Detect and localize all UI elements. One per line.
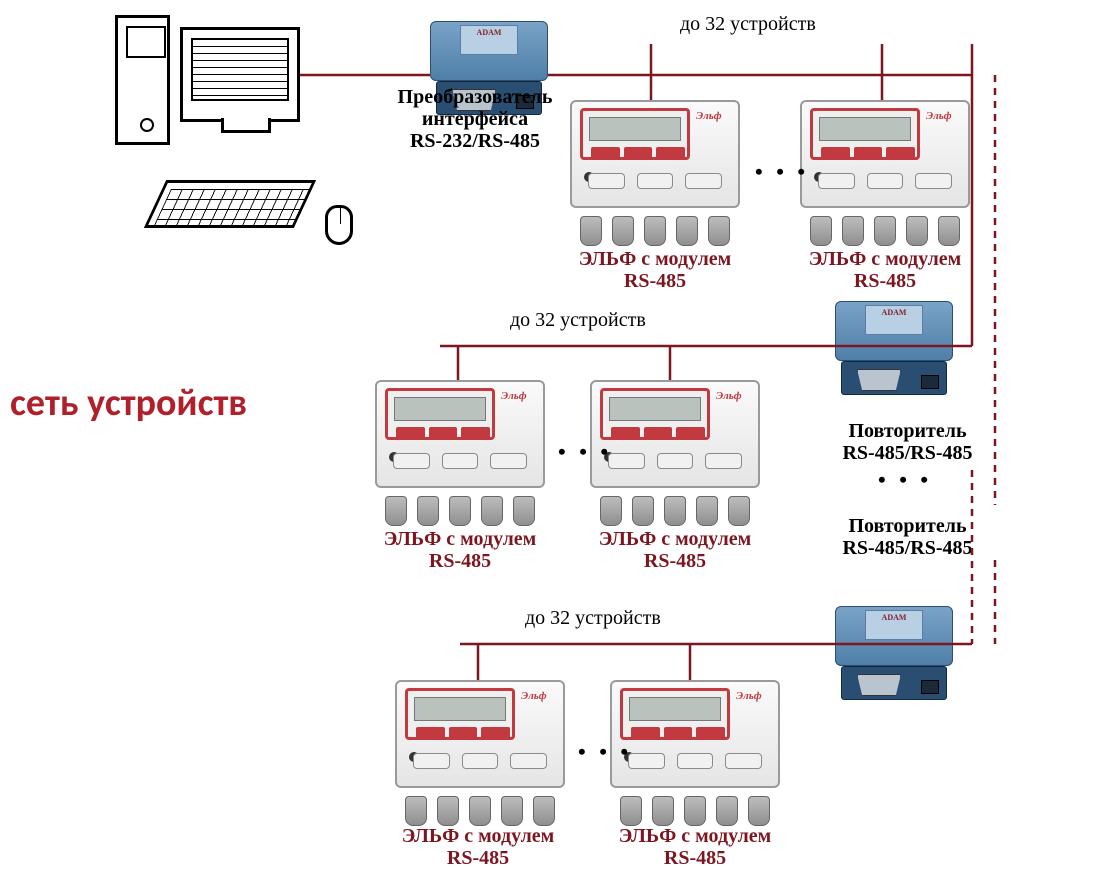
repeater-label: Повторитель RS-485/RS-485 <box>820 420 995 464</box>
ellipsis-icon: • • • <box>755 159 809 185</box>
elf-brand: Эльф <box>926 110 960 124</box>
module-brand: ADAM <box>460 25 518 55</box>
elf-brand: Эльф <box>521 690 555 704</box>
elf-brand: Эльф <box>696 110 730 124</box>
segment-count-label: до 32 устройств <box>510 309 646 332</box>
ellipsis-icon: • • • <box>878 467 932 493</box>
elf-label: ЭЛЬФ с модулем RS-485 <box>795 248 975 292</box>
pc-mouse-icon <box>325 205 353 245</box>
elf-meter: Эльф <box>375 380 545 530</box>
elf-brand: Эльф <box>501 390 535 404</box>
elf-label: ЭЛЬФ с модулем RS-485 <box>370 528 550 572</box>
elf-meter: Эльф <box>570 100 740 250</box>
module-brand: ADAM <box>865 610 923 640</box>
repeater-module: ADAM <box>835 600 953 700</box>
elf-brand: Эльф <box>736 690 770 704</box>
module-brand: ADAM <box>865 305 923 335</box>
pc-tower-icon <box>115 15 170 145</box>
elf-brand: Эльф <box>716 390 750 404</box>
elf-label: ЭЛЬФ с модулем RS-485 <box>585 528 765 572</box>
elf-label: ЭЛЬФ с модулем RS-485 <box>388 825 568 869</box>
elf-meter: Эльф <box>800 100 970 250</box>
elf-label: ЭЛЬФ с модулем RS-485 <box>565 248 745 292</box>
pc-monitor-icon <box>180 27 300 122</box>
diagram-title: сеть устройств <box>10 380 247 426</box>
elf-meter: Эльф <box>590 380 760 530</box>
ellipsis-icon: • • • <box>578 739 632 765</box>
repeater-label: Повторитель RS-485/RS-485 <box>820 515 995 559</box>
elf-meter: Эльф <box>395 680 565 830</box>
diagram-canvas: сеть устройств ADAM Преобразователь инте… <box>0 0 1107 852</box>
elf-label: ЭЛЬФ с модулем RS-485 <box>605 825 785 869</box>
segment-count-label: до 32 устройств <box>525 607 661 630</box>
repeater-module: ADAM <box>835 295 953 395</box>
converter-label: Преобразователь интерфейса RS-232/RS-485 <box>370 86 580 152</box>
ellipsis-icon: • • • <box>558 439 612 465</box>
elf-meter: Эльф <box>610 680 780 830</box>
pc-keyboard-icon <box>144 180 316 228</box>
segment-count-label: до 32 устройств <box>680 13 816 36</box>
